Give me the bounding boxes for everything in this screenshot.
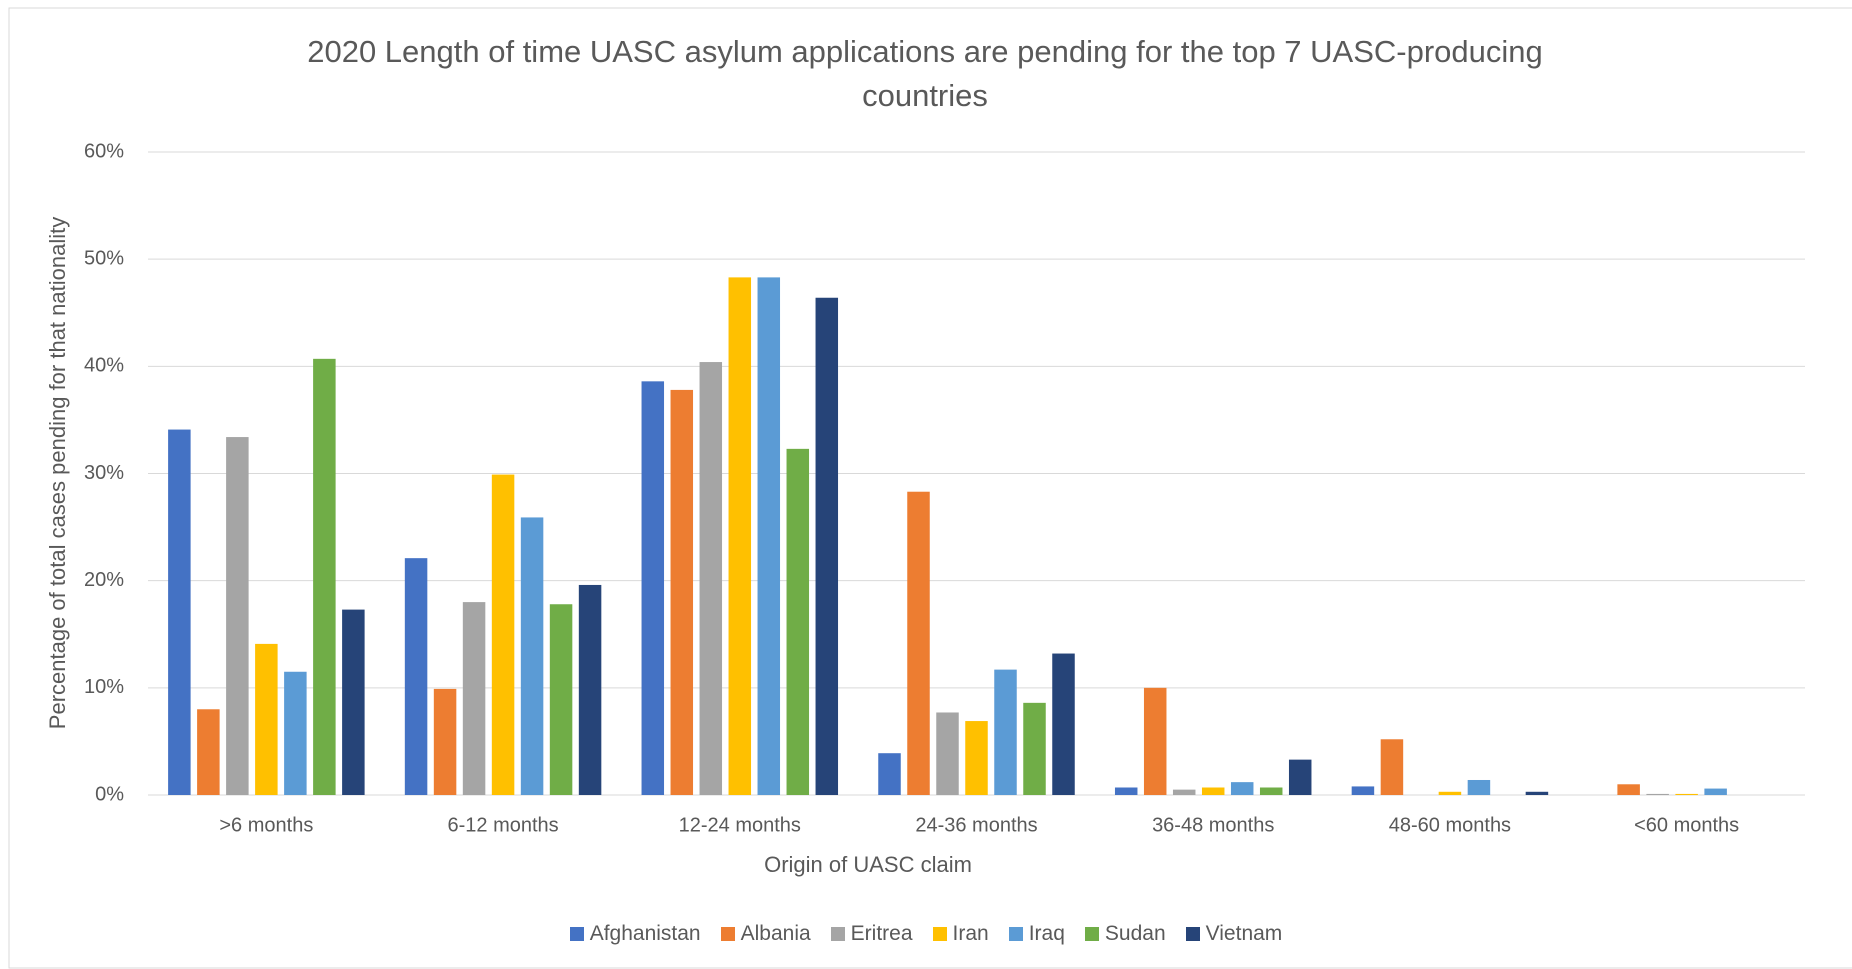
bar: [994, 669, 1017, 795]
legend-item: Iraq: [1008, 922, 1065, 946]
legend-swatch: [1084, 927, 1099, 941]
legend-label: Sudan: [1104, 922, 1166, 945]
bar: [491, 474, 515, 795]
bar: [1259, 787, 1283, 795]
bar: [578, 584, 602, 795]
x-tick-label: <60 months: [1634, 814, 1739, 836]
x-tick-label: 6-12 months: [447, 814, 558, 836]
bar: [965, 721, 988, 795]
x-axis-title: Origin of UASC claim: [764, 852, 972, 877]
y-tick-label: 50%: [84, 247, 124, 269]
legend: Afghanistan Albania Eritrea Iran Iraq Sudan Vi…: [0, 922, 1852, 946]
x-tick-label: 48-60 months: [1389, 814, 1511, 836]
bar: [255, 643, 278, 795]
legend-label: Albania: [740, 922, 811, 945]
bar: [313, 358, 336, 795]
x-tick-label: >6 months: [219, 814, 313, 836]
y-tick-label: 30%: [84, 462, 124, 484]
bar: [1704, 788, 1727, 795]
bar: [641, 381, 665, 795]
bar: [757, 277, 781, 795]
bar: [462, 602, 486, 795]
y-axis-title: Percentage of total cases pending for th…: [45, 217, 70, 729]
bar: [1351, 786, 1375, 795]
legend-label: Iran: [952, 922, 989, 945]
legend-item: Sudan: [1084, 922, 1166, 946]
bar: [1617, 784, 1640, 795]
legend-label: Afghanistan: [589, 922, 701, 945]
bar: [1023, 702, 1046, 795]
bar: [1288, 759, 1312, 795]
bar: [878, 753, 901, 795]
bar: [1201, 787, 1225, 795]
bar: [699, 362, 723, 795]
bar: [815, 297, 839, 795]
legend-swatch: [932, 927, 947, 941]
y-tick-label: 0%: [95, 783, 124, 805]
legend-swatch: [720, 927, 735, 941]
bar: [1380, 739, 1404, 795]
bar: [1052, 653, 1075, 795]
x-tick-label: 12-24 months: [679, 814, 801, 836]
legend-item: Albania: [720, 922, 811, 946]
bar: [1143, 687, 1167, 795]
x-tick-label: 36-48 months: [1152, 814, 1274, 836]
legend-label: Vietnam: [1205, 922, 1283, 945]
chart-border: [8, 7, 1852, 969]
legend-item: Vietnam: [1185, 922, 1283, 946]
bar: [1525, 791, 1549, 795]
bar: [670, 389, 694, 795]
legend-item: Afghanistan: [569, 922, 701, 946]
y-tick-label: 60%: [84, 140, 124, 162]
chart-title: 2020 Length of time UASC asylum applicat…: [307, 34, 1543, 113]
bar: [907, 491, 930, 795]
legend-swatch: [1008, 927, 1023, 941]
bar: [1230, 782, 1254, 795]
x-tick-label: 24-36 months: [915, 814, 1037, 836]
bar: [342, 609, 365, 795]
legend-swatch: [569, 927, 584, 941]
bar: [433, 688, 457, 795]
bar: [549, 604, 573, 795]
bar: [404, 558, 428, 795]
y-tick-label: 40%: [84, 355, 124, 377]
y-tick-label: 20%: [84, 569, 124, 591]
bar: [1438, 791, 1462, 795]
bar: [168, 429, 191, 795]
bar: [197, 709, 220, 795]
bar: [786, 448, 810, 795]
legend-swatch: [1185, 927, 1200, 941]
bar: [1172, 789, 1196, 795]
y-tick-label: 10%: [84, 676, 124, 698]
bar: [520, 517, 544, 795]
bar: [1675, 793, 1698, 795]
bar: [1114, 787, 1138, 795]
legend-item: Iran: [932, 922, 989, 946]
legend-item: Eritrea: [830, 922, 913, 946]
bar: [1646, 793, 1669, 795]
bar: [936, 712, 959, 795]
bar: [284, 671, 307, 795]
bar: [728, 277, 752, 795]
legend-label: Eritrea: [850, 922, 913, 945]
legend-label: Iraq: [1028, 922, 1065, 945]
legend-swatch: [830, 927, 845, 941]
bar: [226, 437, 249, 795]
bar: [1467, 779, 1491, 795]
